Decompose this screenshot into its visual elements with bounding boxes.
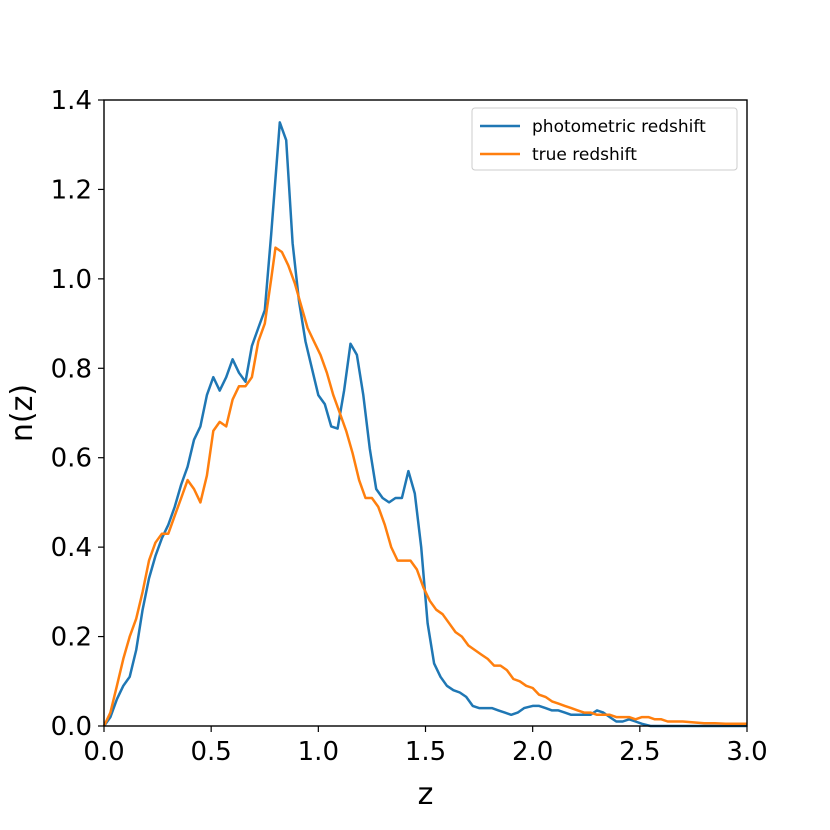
legend: photometric redshift true redshift: [471, 107, 738, 171]
x-tick-label: 2.5: [619, 737, 660, 767]
x-tick-label: 0.0: [83, 737, 124, 767]
legend-box: [471, 107, 738, 171]
axis-ticks: 0.0 0.5 1.0 1.5 2.0 2.5 3.0 0.0 0.2 0.4 0.6 0.8 1.0 1…: [51, 86, 768, 767]
y-tick-label: 1.2: [51, 175, 92, 205]
x-axis-title: z: [418, 777, 434, 812]
y-tick-label: 1.4: [51, 86, 92, 116]
x-tick-label: 3.0: [726, 737, 767, 767]
x-tick-label: 0.5: [190, 737, 231, 767]
x-tick-label: 1.0: [298, 737, 339, 767]
y-tick-label: 0.8: [51, 354, 92, 384]
series-line-photometric-redshift: [102, 121, 747, 728]
y-tick-label: 0.0: [51, 712, 92, 742]
x-tick-label: 1.5: [405, 737, 446, 767]
legend-label-photometric: photometric redshift: [532, 117, 706, 137]
series-lines: [102, 121, 747, 728]
y-tick-label: 0.6: [51, 444, 92, 474]
legend-label-true: true redshift: [532, 145, 637, 165]
y-tick-label: 1.0: [51, 265, 92, 295]
y-tick-label: 0.4: [51, 533, 92, 563]
y-tick-label: 0.2: [51, 623, 92, 653]
series-line-true-redshift: [102, 246, 747, 727]
x-tick-label: 2.0: [512, 737, 553, 767]
y-axis-title: n(z): [5, 384, 40, 442]
